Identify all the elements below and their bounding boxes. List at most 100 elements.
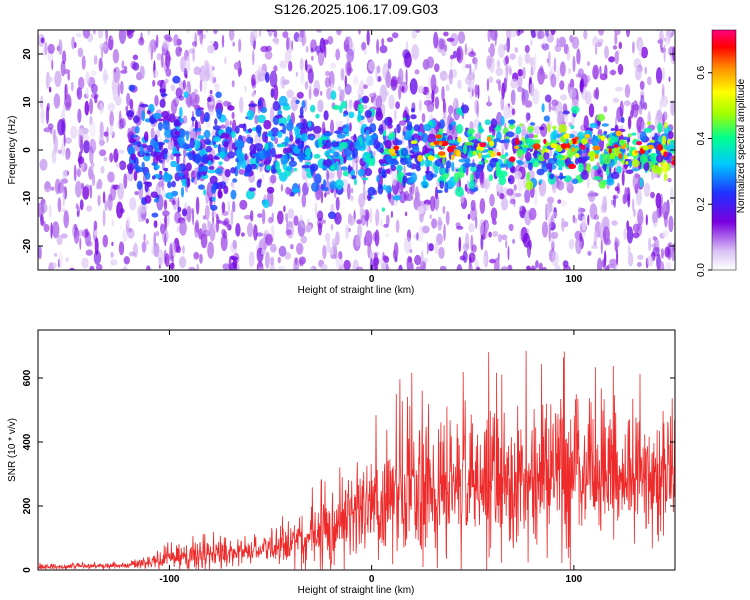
heatmap-cell <box>346 48 355 63</box>
heatmap-cell <box>325 158 333 168</box>
heatmap-cell <box>62 189 65 208</box>
heatmap-cell <box>576 48 581 65</box>
heatmap-cell <box>462 165 467 173</box>
heatmap-cell <box>449 60 453 69</box>
heatmap-cell <box>387 58 392 70</box>
heatmap-cell <box>304 81 309 90</box>
heatmap-cell <box>386 233 389 238</box>
heatmap-cell <box>398 264 403 270</box>
heatmap-cell <box>490 118 497 129</box>
heatmap-cell <box>118 241 125 256</box>
heatmap-cell <box>636 141 643 146</box>
heatmap-cell <box>117 82 120 98</box>
heatmap-cell <box>505 131 515 138</box>
heatmap-cell <box>69 267 75 270</box>
heatmap-cell <box>409 248 413 254</box>
x-tick-label: 100 <box>566 274 583 285</box>
heatmap-cell <box>43 181 52 193</box>
heatmap-cell <box>65 151 70 161</box>
heatmap-cell <box>81 257 89 269</box>
heatmap-cell <box>466 187 470 195</box>
heatmap-cell <box>544 74 548 79</box>
heatmap-cell <box>64 137 72 144</box>
heatmap-cell <box>563 43 569 55</box>
heatmap-cell <box>612 97 620 103</box>
heatmap-cell <box>304 59 308 71</box>
heatmap-cell <box>479 128 485 133</box>
heatmap-cell <box>410 140 418 144</box>
heatmap-cell <box>244 153 248 161</box>
heatmap-cell <box>277 265 286 270</box>
heatmap-cell <box>179 220 187 236</box>
heatmap-cell <box>385 266 392 270</box>
heatmap-cell <box>296 137 302 145</box>
heatmap-cell <box>244 85 247 93</box>
heatmap-cell <box>76 87 83 100</box>
heatmap-cell <box>139 103 149 108</box>
heatmap-cell <box>120 69 128 74</box>
heatmap-cell <box>632 223 641 233</box>
heatmap-cell <box>257 213 263 218</box>
heatmap-cell <box>388 132 395 138</box>
heatmap-cell <box>260 45 269 53</box>
heatmap-cell <box>220 234 228 252</box>
heatmap-cell <box>672 156 675 161</box>
heatmap-cell <box>224 56 227 65</box>
heatmap-cell <box>602 226 610 244</box>
heatmap-cell <box>144 195 152 204</box>
heatmap-cell <box>239 96 244 114</box>
heatmap-cell <box>572 55 576 73</box>
colorbar-tick-label: 0.4 <box>696 131 707 145</box>
heatmap-cell <box>363 48 367 56</box>
heatmap-cell <box>647 76 652 86</box>
heatmap-cell <box>145 240 150 246</box>
heatmap-cell <box>300 133 309 142</box>
heatmap-cell <box>75 180 82 198</box>
heatmap-cell <box>162 39 170 49</box>
heatmap-cell <box>213 81 217 88</box>
heatmap-cell <box>543 34 546 46</box>
heatmap-cell <box>360 215 367 226</box>
heatmap-cell <box>97 178 103 190</box>
heatmap-cell <box>212 125 221 131</box>
heatmap-cell <box>212 30 218 35</box>
heatmap-cell <box>332 104 341 110</box>
heatmap-cell <box>381 38 385 46</box>
heatmap-cell <box>107 102 116 112</box>
heatmap-cell <box>290 101 294 107</box>
heatmap-cell <box>145 218 149 224</box>
heatmap-cell <box>102 234 109 248</box>
heatmap-cell <box>616 248 619 266</box>
heatmap-cell <box>99 149 107 157</box>
heatmap-cell <box>91 160 94 172</box>
heatmap-cell <box>555 154 564 159</box>
heatmap-cell <box>113 68 117 73</box>
heatmap-cell <box>207 97 212 102</box>
heatmap-cell <box>80 139 84 154</box>
heatmap-cell <box>380 218 383 228</box>
heatmap-cell <box>98 57 103 72</box>
heatmap-cell <box>330 62 336 69</box>
heatmap-cell <box>672 242 675 252</box>
colorbar-tick-label: 0.0 <box>696 263 707 277</box>
heatmap-cell <box>192 208 195 226</box>
heatmap-cell <box>65 256 69 263</box>
heatmap-cell <box>376 175 380 183</box>
heatmap-cell <box>402 49 411 59</box>
heatmap-cell <box>78 76 85 90</box>
heatmap-cell <box>233 61 240 70</box>
heatmap-cell <box>363 84 368 90</box>
heatmap-cell <box>379 147 385 154</box>
heatmap-cell <box>428 243 434 252</box>
heatmap-cell <box>486 78 490 92</box>
heatmap-cell <box>258 163 264 167</box>
heatmap-cell <box>405 68 408 86</box>
heatmap-cell <box>632 198 635 212</box>
heatmap-cell <box>589 122 598 129</box>
heatmap-cell <box>514 47 519 53</box>
heatmap-cell <box>657 39 663 44</box>
heatmap-cell <box>488 76 494 83</box>
heatmap-cell <box>353 133 357 143</box>
heatmap-cell <box>125 105 129 113</box>
heatmap-cell <box>209 101 215 106</box>
